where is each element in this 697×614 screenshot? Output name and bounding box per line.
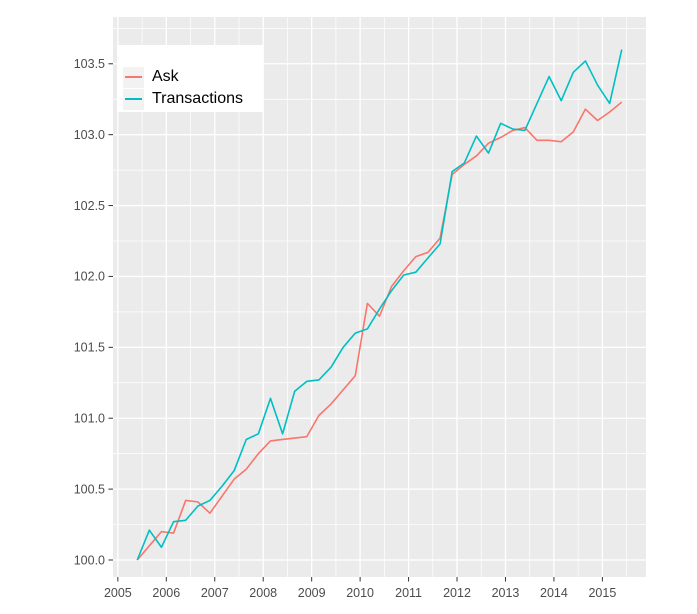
y-axis-tick-label: 102.0: [74, 270, 105, 284]
x-axis-tick-label: 2010: [346, 586, 374, 600]
x-axis-tick-label: 2012: [443, 586, 471, 600]
x-axis-tick-label: 2014: [540, 586, 568, 600]
x-axis-tick-label: 2005: [104, 586, 132, 600]
y-axis-tick-label: 102.5: [74, 199, 105, 213]
y-axis-tick-label: 101.0: [74, 412, 105, 426]
legend-item-transactions: Transactions: [123, 88, 263, 110]
x-axis-tick-label: 2009: [298, 586, 326, 600]
x-axis-tick-label: 2013: [492, 586, 520, 600]
legend-label-ask: Ask: [152, 68, 179, 85]
y-axis-tick-label: 101.5: [74, 341, 105, 355]
y-axis-tick-label: 100.0: [74, 553, 105, 567]
x-axis-tick-label: 2006: [152, 586, 180, 600]
x-axis-tick-label: 2007: [201, 586, 229, 600]
legend-item-ask: Ask: [123, 66, 263, 88]
x-axis-tick-label: 2011: [395, 586, 422, 600]
y-axis-tick-label: 103.0: [74, 128, 105, 142]
x-axis-tick-label: 2008: [249, 586, 277, 600]
series-line-transactions: [136, 49, 623, 561]
x-axis-tick-label: 2015: [588, 586, 616, 600]
series-line-ask: [136, 101, 623, 561]
y-axis-tick-label: 103.5: [74, 57, 105, 71]
ask-line-sample-icon: [125, 76, 142, 78]
legend-key-transactions-swatch: [123, 88, 144, 110]
legend-key-ask-swatch: [123, 66, 144, 88]
transactions-line-sample-icon: [125, 98, 142, 100]
y-axis-tick-label: 100.5: [74, 482, 105, 496]
legend-label-transactions: Transactions: [152, 90, 243, 107]
legend: Ask Transactions: [117, 45, 263, 112]
